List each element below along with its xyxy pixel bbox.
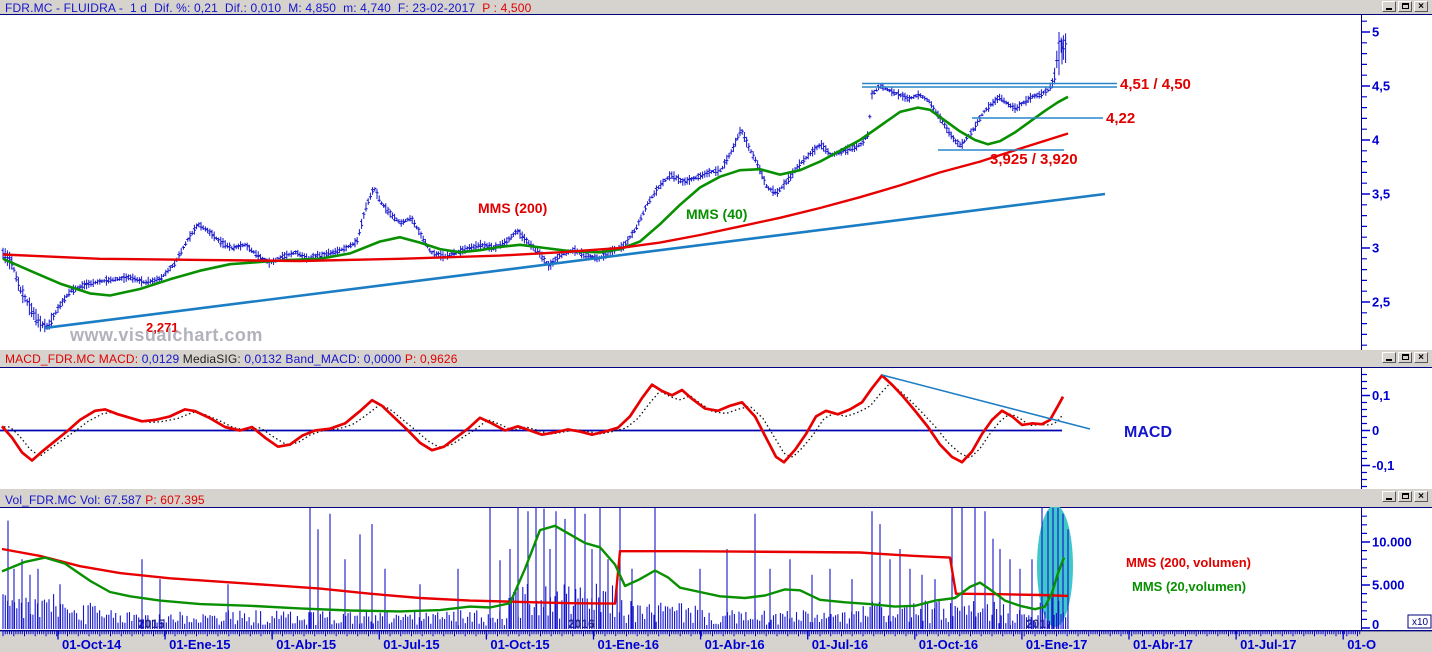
svg-text:01-Abr-15: 01-Abr-15 [276, 637, 336, 652]
volume-pane-minimize-button[interactable] [1382, 491, 1396, 502]
info-segment: 0,0129 [141, 352, 183, 366]
svg-text:-0,1: -0,1 [1372, 458, 1394, 473]
svg-text:01-Ene-16: 01-Ene-16 [598, 637, 659, 652]
price-pane-info-bar: FDR.MC - FLUIDRA - 1 d Dif. %: 0,21 Dif.… [0, 0, 1432, 15]
maximize-icon [1401, 493, 1409, 499]
volume-mms20-legend-label: MMS (20,volumen) [1132, 579, 1247, 594]
price-pane-window-controls: × [1382, 1, 1428, 12]
svg-text:01-Abr-17: 01-Abr-17 [1133, 637, 1193, 652]
axis-multiplier-box [1407, 614, 1432, 629]
svg-text:5.000: 5.000 [1372, 578, 1405, 593]
volume-chart[interactable]: 2015 2016 2017 10.000 5.000 0 x10 [0, 507, 1432, 630]
svg-text:01-Ene-17: 01-Ene-17 [1026, 637, 1087, 652]
svg-text:0: 0 [1372, 423, 1379, 438]
svg-text:3,5: 3,5 [1372, 187, 1390, 202]
price-pane-close-button[interactable]: × [1414, 1, 1428, 12]
svg-text:2015: 2015 [138, 617, 165, 630]
svg-text:10.000: 10.000 [1372, 535, 1412, 550]
svg-text:01-Ene-15: 01-Ene-15 [169, 637, 230, 652]
macd-pane-info-bar: MACD_FDR.MC MACD: 0,0129 MediaSIG: 0,013… [0, 350, 1432, 367]
macd-pane-label: MACD [1124, 424, 1172, 441]
price-pane-info-text: FDR.MC - FLUIDRA - 1 d Dif. %: 0,21 Dif.… [5, 1, 531, 15]
macd-pane-info-text: MACD_FDR.MC MACD: 0,0129 MediaSIG: 0,013… [5, 352, 458, 366]
volume-pane-window-controls: × [1382, 491, 1428, 502]
close-icon: × [1418, 491, 1424, 502]
macd-pane-minimize-button[interactable] [1382, 352, 1396, 363]
info-segment: P: 607.395 [145, 493, 205, 507]
maximize-icon [1401, 354, 1409, 360]
svg-text:4,5: 4,5 [1372, 79, 1390, 94]
price-pane-maximize-button[interactable] [1398, 1, 1412, 12]
mms40-legend-label: MMS (40) [686, 206, 748, 222]
svg-text:01-Jul-16: 01-Jul-16 [812, 637, 868, 652]
macd-chart[interactable]: 0,1 0 -0,1 [0, 367, 1432, 489]
svg-text:01-O: 01-O [1347, 637, 1376, 652]
info-segment: Vol_FDR.MC Vol: 67.587 [5, 493, 146, 507]
svg-text:2016: 2016 [568, 617, 595, 630]
svg-text:01-Jul-15: 01-Jul-15 [383, 637, 439, 652]
svg-text:01-Oct-15: 01-Oct-15 [490, 637, 549, 652]
info-segment: MediaSIG: [182, 352, 245, 366]
svg-text:01-Oct-14: 01-Oct-14 [62, 637, 122, 652]
volume-pane-maximize-button[interactable] [1398, 491, 1412, 502]
svg-text:0: 0 [1372, 617, 1379, 630]
volume-pane-info-text: Vol_FDR.MC Vol: 67.587 P: 607.395 [5, 493, 205, 507]
mms200-legend-label: MMS (200) [478, 200, 548, 216]
svg-text:01-Oct-16: 01-Oct-16 [919, 637, 978, 652]
close-icon: × [1418, 1, 1424, 12]
svg-text:0,1: 0,1 [1372, 388, 1390, 403]
minimize-icon [1386, 8, 1392, 10]
svg-text:5: 5 [1372, 25, 1379, 40]
info-segment: P: 0,9626 [404, 352, 458, 366]
svg-text:x10: x10 [1412, 617, 1429, 628]
trendline-start-price-label: 2,271 [146, 320, 179, 335]
macd-pane-close-button[interactable]: × [1414, 352, 1428, 363]
price-chart[interactable]: 5 4,5 4 3,5 3 2,5 [0, 14, 1432, 350]
maximize-icon [1401, 3, 1409, 9]
support-level-label-422: 4,22 [1106, 110, 1136, 127]
info-segment: 0,0132 Band_MACD: 0,0000 [244, 352, 405, 366]
resistance-level-label: 4,51 / 4,50 [1120, 76, 1191, 93]
svg-text:4: 4 [1372, 133, 1380, 148]
info-segment: FDR.MC - FLUIDRA - 1 d Dif. %: 0,21 Dif.… [5, 1, 483, 15]
volume-pane-close-button[interactable]: × [1414, 491, 1428, 502]
volume-mms200-legend-label: MMS (200, volumen) [1126, 555, 1251, 570]
minimize-icon [1386, 498, 1392, 500]
svg-text:01-Abr-16: 01-Abr-16 [705, 637, 765, 652]
volume-pane-info-bar: Vol_FDR.MC Vol: 67.587 P: 607.395 × [0, 489, 1432, 507]
macd-pane-maximize-button[interactable] [1398, 352, 1412, 363]
macd-pane-window-controls: × [1382, 352, 1428, 363]
info-segment: P : 4,500 [482, 1, 532, 15]
close-icon: × [1418, 352, 1424, 363]
info-segment: MACD_FDR.MC MACD: [5, 352, 142, 366]
support-level-label-3925: 3,925 / 3,920 [990, 151, 1078, 168]
visualchart-watermark: www.visualchart.com [70, 325, 263, 345]
svg-text:3: 3 [1372, 241, 1379, 256]
date-axis[interactable]: 01-Oct-14 01-Ene-15 01-Abr-15 01-Jul-15 01-O… [0, 630, 1432, 652]
price-pane-minimize-button[interactable] [1382, 1, 1396, 12]
svg-text:2,5: 2,5 [1372, 295, 1390, 310]
minimize-icon [1386, 359, 1392, 361]
svg-text:01-Jul-17: 01-Jul-17 [1240, 637, 1296, 652]
svg-text:2017: 2017 [1026, 617, 1053, 630]
